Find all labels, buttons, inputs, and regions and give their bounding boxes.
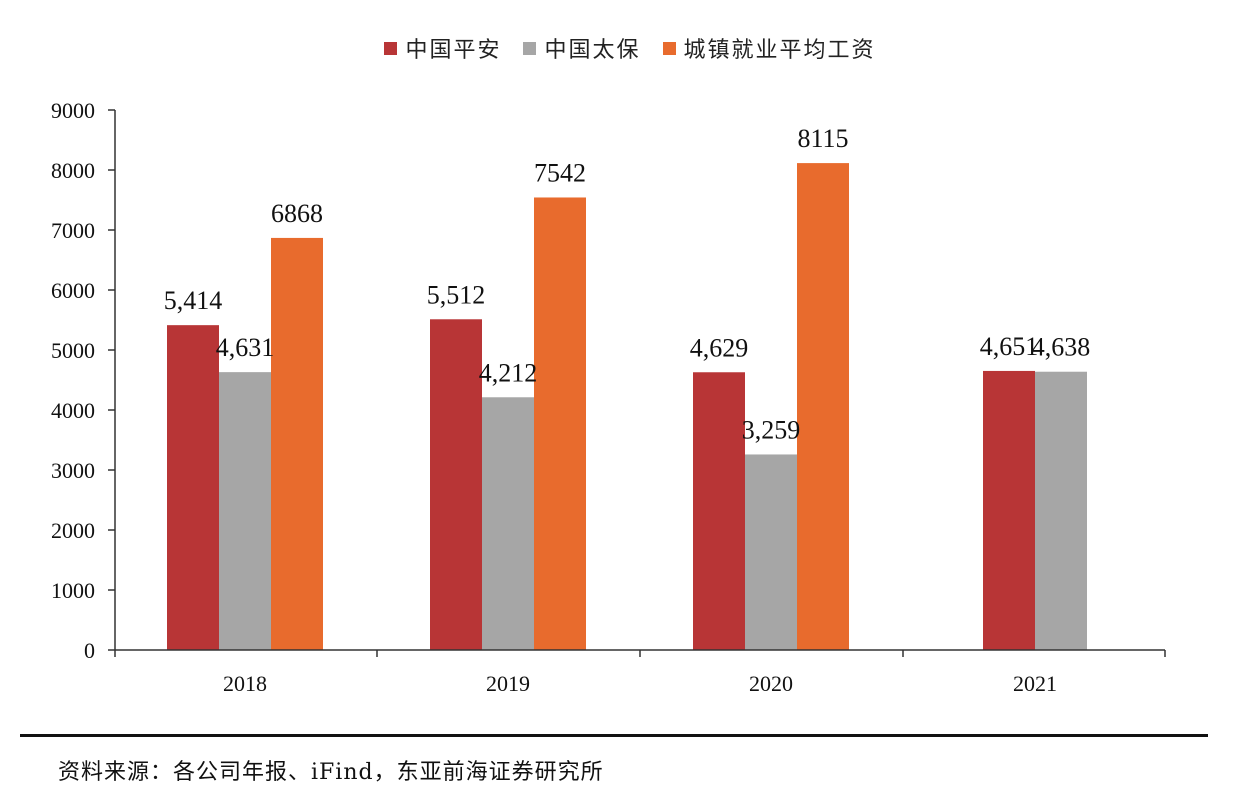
bar-2020-series-1 (693, 372, 745, 650)
x-tick-label-2018: 2018 (223, 671, 267, 696)
y-tick-label-1000: 1000 (51, 578, 95, 603)
data-label-2020-series-2: 3,259 (742, 415, 801, 444)
bar-2019-series-3 (534, 197, 586, 651)
data-label-2021-series-2: 4,638 (1032, 333, 1091, 362)
x-tick-label-2020: 2020 (749, 671, 793, 696)
data-label-2020-series-1: 4,629 (690, 333, 749, 362)
bar-2021-series-2 (1035, 371, 1087, 650)
data-label-2019-series-2: 4,212 (479, 358, 538, 387)
data-label-2021-series-1: 4,651 (980, 332, 1039, 361)
y-tick-label-6000: 6000 (51, 278, 95, 303)
bar-2019-series-2 (482, 397, 534, 650)
data-label-2018-series-3: 6868 (271, 199, 323, 228)
data-label-2020-series-3: 8115 (797, 124, 848, 153)
data-label-2018-series-2: 4,631 (216, 333, 275, 362)
bar-2018-series-2 (219, 372, 271, 650)
y-tick-label-0: 0 (84, 638, 95, 663)
legend-item-ping-an: 中国平安 (384, 32, 501, 64)
y-tick-label-8000: 8000 (51, 158, 95, 183)
y-tick-label-9000: 9000 (51, 98, 95, 123)
legend-swatch-urban-wage (662, 41, 676, 55)
legend-swatch-ping-an (384, 41, 398, 55)
legend-label-cpic: 中国太保 (544, 38, 641, 63)
y-tick-label-7000: 7000 (51, 218, 95, 243)
legend-label-ping-an: 中国平安 (405, 38, 502, 63)
bar-2018-series-3 (271, 237, 323, 651)
bar-chart-plot: 5,414 4,631 6868 5,512 4,212 7542 4,629 3,259 81… (51, 98, 1166, 696)
data-label-2018-series-1: 5,414 (164, 286, 223, 315)
data-label-2019-series-1: 5,512 (427, 280, 486, 309)
bar-2020-series-3 (797, 163, 849, 650)
x-tick-label-2021: 2021 (1013, 671, 1057, 696)
bar-2018-series-1 (167, 325, 219, 650)
bar-2020-series-2 (745, 454, 797, 650)
y-tick-label-3000: 3000 (51, 458, 95, 483)
chart-legend: 中国平安 中国太保 城镇就业平均工资 (0, 30, 1260, 66)
x-tick-label-2019: 2019 (486, 671, 530, 696)
y-tick-label-5000: 5000 (51, 338, 95, 363)
y-tick-label-4000: 4000 (51, 398, 95, 423)
legend-item-urban-wage: 城镇就业平均工资 (662, 32, 876, 64)
source-note: 资料来源：各公司年报、iFind，东亚前海证券研究所 (58, 760, 604, 785)
legend-label-urban-wage: 城镇就业平均工资 (683, 38, 876, 63)
source-divider (20, 734, 1208, 737)
bar-2019-series-1 (430, 319, 482, 650)
legend-swatch-cpic (523, 41, 537, 55)
data-label-2019-series-3: 7542 (534, 158, 586, 187)
y-tick-label-2000: 2000 (51, 518, 95, 543)
legend-item-cpic: 中国太保 (523, 32, 640, 64)
bar-2021-series-1 (983, 370, 1035, 650)
